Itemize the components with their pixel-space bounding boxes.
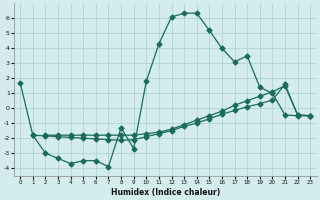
X-axis label: Humidex (Indice chaleur): Humidex (Indice chaleur) <box>111 188 220 197</box>
